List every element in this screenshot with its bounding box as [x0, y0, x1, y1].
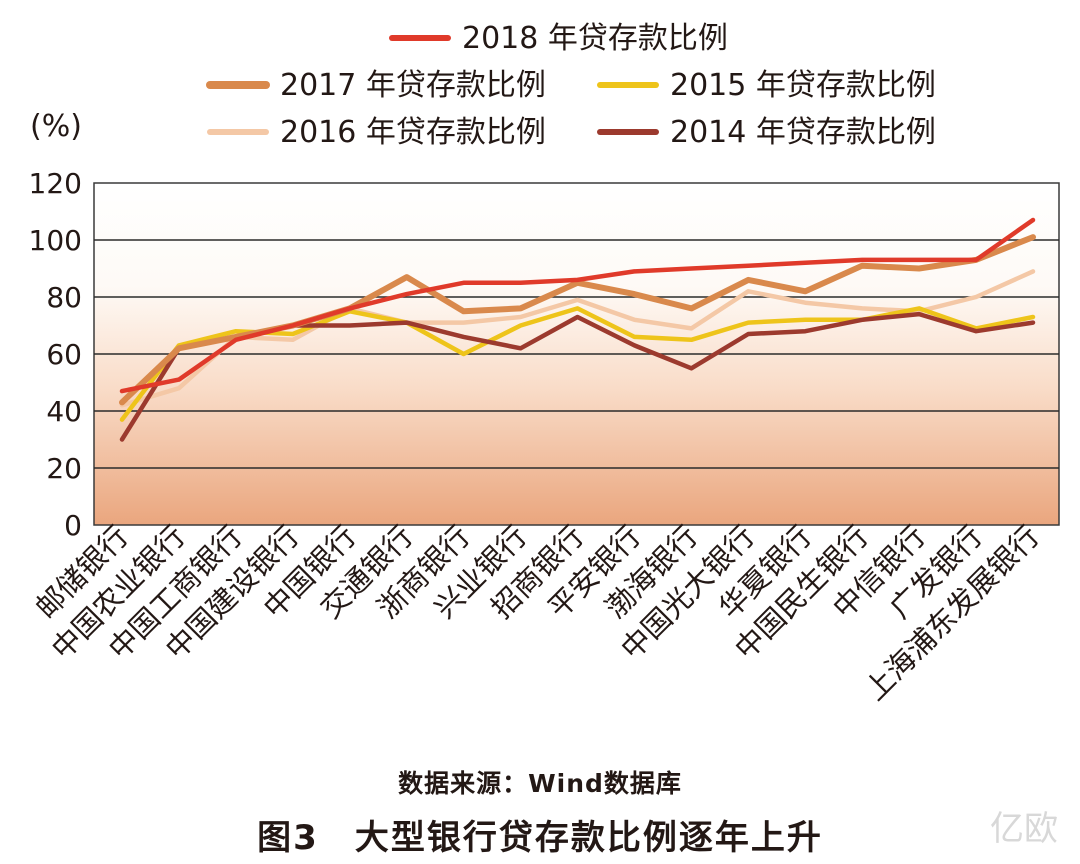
figure-caption: 图3 大型银行贷存款比例逐年上升 [0, 810, 1080, 859]
chart-svg: 0 20 40 60 80 100 120 (%) 邮储银行中国农业银行中国工商银行中国建设… [29, 21, 1060, 707]
y-tick-label: 120 [29, 167, 82, 200]
legend-label: 2018 年贷存款比例 [462, 21, 728, 56]
legend-label: 2015 年贷存款比例 [670, 68, 936, 103]
y-tick-label: 80 [46, 281, 82, 314]
grid-lines [94, 239, 1059, 469]
series-line [119, 217, 1036, 394]
legend-label: 2014 年贷存款比例 [670, 115, 936, 150]
y-axis-unit-label: (%) [30, 109, 82, 144]
x-tick-labels: 邮储银行中国农业银行中国工商银行中国建设银行中国银行交通银行浙商银行兴业银行招商… [29, 519, 1046, 707]
y-tick-labels: 0 20 40 60 80 100 120 [29, 167, 82, 542]
figure-title: 大型银行贷存款比例逐年上升 [354, 818, 823, 858]
source-note: 数据来源：Wind数据库 [398, 769, 682, 798]
watermark-logo: 亿欧 [990, 809, 1058, 849]
series-lines [119, 217, 1036, 442]
y-tick-label: 60 [46, 338, 82, 371]
y-tick-label: 0 [64, 509, 82, 542]
series-line [119, 269, 1036, 408]
legend-label: 2017 年贷存款比例 [280, 68, 546, 103]
y-tick-label: 20 [46, 452, 82, 485]
y-tick-label: 40 [46, 395, 82, 428]
figure-number: 图3 [257, 818, 319, 858]
legend: 2018 年贷存款比例 2017 年贷存款比例 2015 年贷存款比例 2016 年贷… [206, 21, 936, 150]
legend-label: 2016 年贷存款比例 [280, 115, 546, 150]
y-tick-label: 100 [29, 224, 82, 257]
